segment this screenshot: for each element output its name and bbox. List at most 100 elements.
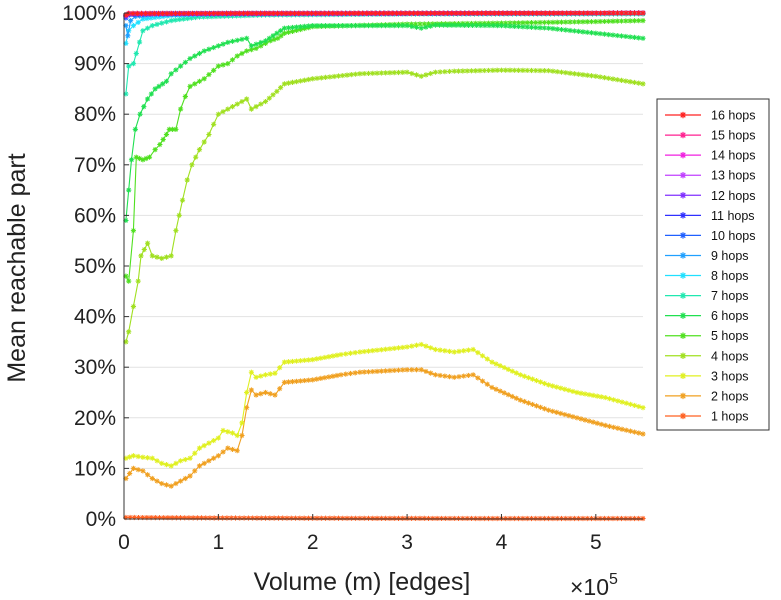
data-point — [154, 458, 160, 464]
legend-marker — [679, 292, 687, 299]
data-point — [239, 432, 245, 439]
data-point — [640, 10, 646, 16]
data-point — [258, 515, 264, 521]
data-point — [322, 74, 329, 80]
data-point — [597, 74, 603, 80]
data-point — [588, 515, 595, 522]
data-point — [576, 28, 582, 34]
data-point — [387, 515, 393, 521]
data-point — [239, 420, 245, 426]
data-point — [524, 20, 530, 26]
data-point — [391, 367, 397, 374]
data-point — [245, 10, 251, 16]
data-point — [554, 19, 560, 25]
data-point — [193, 154, 199, 160]
data-point — [325, 10, 332, 16]
data-point — [598, 421, 604, 427]
data-point — [423, 24, 429, 30]
data-point — [563, 27, 569, 33]
data-point — [270, 33, 276, 39]
data-point — [475, 350, 481, 356]
data-point — [606, 75, 612, 81]
data-point — [580, 515, 586, 522]
data-point — [245, 515, 251, 521]
data-point — [537, 379, 544, 385]
data-point — [206, 458, 212, 464]
data-point — [266, 35, 272, 41]
data-point — [606, 423, 613, 429]
data-point — [211, 455, 217, 461]
legend-item: 1 hops — [665, 409, 749, 423]
data-point — [554, 515, 560, 522]
data-point — [192, 14, 199, 21]
data-point — [123, 339, 129, 345]
data-point — [148, 515, 154, 521]
data-point — [297, 24, 304, 30]
data-point — [529, 401, 536, 408]
data-point — [563, 515, 569, 522]
data-point — [578, 416, 584, 422]
data-point — [571, 28, 577, 34]
data-point — [615, 425, 621, 431]
data-point — [198, 10, 204, 17]
data-point — [610, 76, 616, 82]
data-point — [554, 409, 560, 415]
data-point — [188, 15, 195, 21]
data-point — [126, 10, 132, 17]
data-point — [327, 515, 333, 521]
data-point — [601, 31, 607, 37]
data-point — [146, 154, 153, 160]
data-point — [244, 48, 250, 54]
data-point — [533, 403, 540, 409]
data-point — [205, 14, 211, 20]
data-point — [202, 10, 208, 17]
data-point — [580, 10, 587, 16]
data-point — [627, 10, 633, 16]
data-point — [244, 405, 250, 411]
legend-marker — [679, 111, 687, 119]
data-point — [179, 197, 186, 203]
data-point — [168, 71, 174, 77]
data-point — [546, 25, 552, 31]
data-point — [453, 22, 459, 28]
data-point — [588, 73, 595, 79]
data-point — [278, 33, 284, 39]
data-point — [244, 389, 250, 396]
data-point — [437, 372, 443, 379]
data-point — [406, 10, 412, 16]
data-point — [143, 10, 149, 17]
legend-label: 6 hops — [711, 309, 749, 323]
data-point — [168, 10, 174, 17]
data-point — [126, 187, 132, 193]
data-point — [541, 515, 547, 522]
legend-item: 3 hops — [665, 369, 749, 383]
data-point — [281, 25, 288, 31]
data-point — [135, 19, 141, 25]
data-point — [211, 44, 217, 51]
data-point — [451, 68, 457, 74]
data-point — [203, 515, 209, 521]
data-point — [289, 28, 296, 34]
data-point — [357, 23, 363, 29]
data-point — [481, 67, 487, 74]
data-point — [546, 68, 552, 74]
data-point — [524, 67, 530, 74]
data-point — [370, 23, 376, 29]
data-point — [313, 10, 319, 16]
data-point — [306, 357, 312, 363]
data-point — [327, 23, 333, 29]
data-point — [520, 24, 526, 30]
data-point — [123, 273, 129, 279]
data-point — [601, 75, 607, 81]
data-point — [370, 348, 376, 354]
data-point — [398, 10, 404, 16]
data-point — [308, 10, 315, 16]
data-point — [136, 39, 143, 45]
data-point — [601, 515, 607, 522]
data-point — [140, 28, 146, 34]
data-point — [338, 372, 344, 378]
data-point — [640, 515, 646, 522]
data-point — [211, 515, 217, 521]
data-point — [541, 406, 548, 412]
data-point — [572, 10, 578, 16]
